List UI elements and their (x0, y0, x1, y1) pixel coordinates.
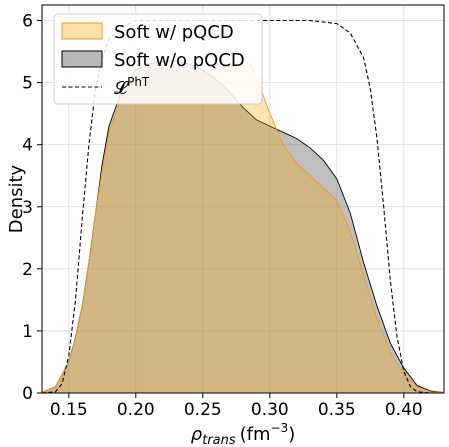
y-tick-label: 1 (22, 322, 33, 342)
y-axis-label: Density (6, 164, 27, 233)
legend-label: Soft w/o pQCD (114, 50, 245, 71)
x-tick-label: 0.25 (184, 400, 222, 420)
y-tick-label: 4 (22, 136, 33, 156)
x-axis-label-unit: (fm (240, 424, 271, 445)
y-tick-label: 0 (22, 384, 33, 404)
series-soft-w-o-pqcd-area (42, 60, 444, 393)
y-tick-label: 2 (22, 260, 33, 280)
x-axis-label: ρtrans (fm−3) (191, 421, 296, 447)
x-tick-label: 0.30 (251, 400, 289, 420)
legend-label-text: 𝓛 (114, 78, 129, 99)
series-soft-w-pqcd-area (42, 60, 444, 393)
legend-label-superscript: PhT (127, 75, 150, 89)
legend-label-text: Soft w/ pQCD (114, 22, 234, 43)
legend: Soft w/ pQCD Soft w/o pQCD 𝓛PhT (53, 13, 263, 105)
y-tick-label: 3 (22, 198, 33, 218)
legend-swatch (61, 22, 103, 40)
x-tick-label: 0.35 (318, 400, 356, 420)
plot-area (42, 19, 444, 393)
legend-label: 𝓛PhT (114, 75, 150, 99)
legend-label-text: Soft w/o pQCD (114, 50, 245, 71)
x-axis-label-unit-close: ) (288, 424, 295, 445)
x-tick-label: 0.20 (117, 400, 155, 420)
x-tick-label: 0.15 (50, 400, 88, 420)
series-lpht-dashed-line (42, 19, 444, 393)
legend-box (53, 13, 263, 105)
legend-swatch (61, 50, 103, 68)
y-tick-label: 5 (22, 74, 33, 94)
x-axis-label-subscript: trans (202, 433, 236, 447)
x-tick-label: 0.40 (385, 400, 423, 420)
plot-frame (41, 4, 445, 394)
x-axis-label-unit-superscript: −3 (271, 421, 289, 435)
y-tick-label: 6 (22, 12, 33, 32)
x-axis-label-symbol: ρ (191, 424, 203, 445)
legend-label: Soft w/ pQCD (114, 22, 234, 43)
